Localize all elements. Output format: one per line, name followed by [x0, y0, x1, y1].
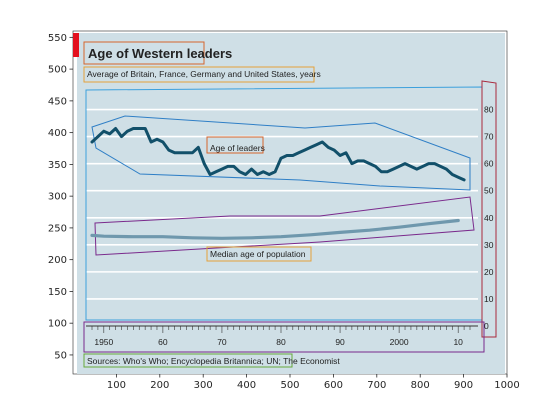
outer-y-tick-label: 200	[48, 255, 67, 266]
annotation-boxes	[83, 41, 497, 368]
outer-x-tick-label: 100	[107, 380, 126, 391]
inner-x-tick-label: 90	[335, 337, 345, 347]
outer-x-tick-label: 400	[237, 380, 256, 391]
outer-x-tick-label: 700	[367, 380, 386, 391]
red-tag	[73, 33, 79, 57]
leaders-envelope	[91, 115, 471, 191]
outer-x-tick-label: 900	[454, 380, 473, 391]
population-label-box	[206, 246, 312, 262]
inner-y-tick-label: 30	[484, 240, 494, 250]
inner-y-tick-label: 20	[484, 267, 494, 277]
inner-x-tick-label: 70	[217, 337, 227, 347]
inner-x-tick-label: 1950	[94, 337, 113, 347]
outer-x-tick-label: 300	[194, 380, 213, 391]
population-envelope	[94, 196, 475, 256]
leaders-label-box	[206, 136, 264, 154]
outer-y-tick-label: 450	[48, 96, 67, 107]
outer-y-tick-label: 300	[48, 192, 67, 203]
outer-x-tick-label: 200	[150, 380, 169, 391]
source-box	[83, 353, 293, 368]
subtitle-box	[83, 66, 315, 83]
population-label: Median age of population	[210, 249, 306, 259]
inner-axis: 1950 60 70 80 90 2000 10 0 10 20 30 40 50 60 70 80	[86, 105, 494, 347]
chart-subtitle: Average of Britain, France, Germany and …	[87, 69, 321, 79]
outer-y-tick-label: 50	[54, 350, 67, 361]
outer-y-tick-label: 150	[48, 287, 67, 298]
inner-y-tick-label: 10	[484, 294, 494, 304]
inner-y-tick-label: 80	[484, 105, 494, 115]
series-line-leaders	[90, 127, 466, 182]
chart-panel	[77, 33, 505, 374]
inner-y-tick-label: 50	[484, 186, 494, 196]
inner-x-tick-label: 80	[276, 337, 286, 347]
outer-y-tick-label: 350	[48, 160, 67, 171]
inner-x-tick-label: 2000	[390, 337, 409, 347]
inner-y-tick-label: 70	[484, 132, 494, 142]
inner-y-tick-label: 0	[484, 321, 489, 331]
outer-x-tick-label: 500	[280, 380, 299, 391]
right-axis-box	[481, 80, 497, 338]
inner-y-tick-label: 40	[484, 213, 494, 223]
outer-y-tick-label: 400	[48, 128, 67, 139]
outer-y-tick-label: 500	[48, 65, 67, 76]
outer-axis: 100 200 300 400 500 600 700 800 900 1000501001502…	[48, 33, 520, 391]
outer-y-tick-label: 250	[48, 223, 67, 234]
chart-source: Sources: Who's Who; Encyclopedia Britann…	[87, 356, 340, 366]
series-layer	[90, 127, 466, 240]
outer-x-tick-label: 800	[411, 380, 430, 391]
leaders-label: Age of leaders	[210, 143, 265, 153]
inner-x-tick-label: 60	[158, 337, 168, 347]
outer-x-tick-label: 600	[324, 380, 343, 391]
series-line-population	[90, 218, 460, 240]
inner-x-tick-label: 10	[453, 337, 463, 347]
outer-y-tick-label: 100	[48, 319, 67, 330]
title-box	[83, 41, 205, 65]
inner-y-tick-label: 60	[484, 159, 494, 169]
outer-x-tick-label: 1000	[494, 380, 519, 391]
outer-y-tick-label: 550	[48, 33, 67, 44]
x-axis-box	[83, 321, 485, 353]
chart-title: Age of Western leaders	[88, 46, 232, 61]
